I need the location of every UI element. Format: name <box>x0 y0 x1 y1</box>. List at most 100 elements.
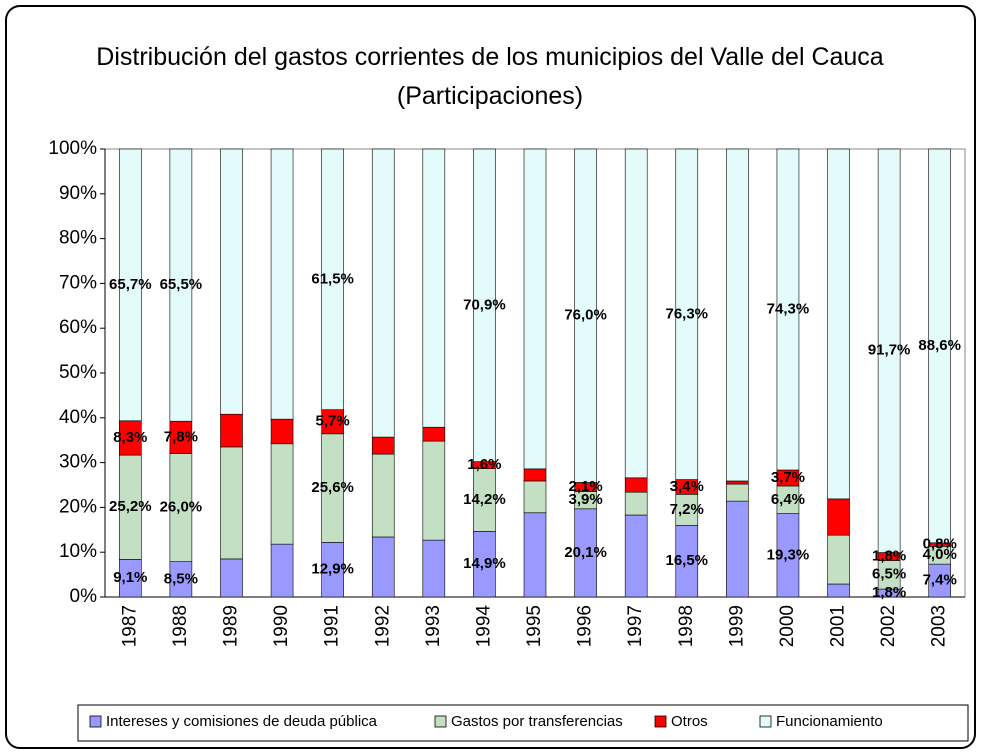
data-label: 70,9% <box>463 296 506 313</box>
chart-title: Distribución del gastos corrientes de lo… <box>96 43 884 110</box>
data-label: 20,1% <box>564 544 607 561</box>
bar-segment <box>877 148 901 553</box>
data-label: 0,8% <box>923 536 957 553</box>
data-label: 65,5% <box>160 276 203 293</box>
x-tick-label: 1997 <box>625 605 646 647</box>
data-label: 8,5% <box>164 570 198 587</box>
bar-segment <box>220 446 243 560</box>
data-label: 6,4% <box>771 491 805 508</box>
bar-segment <box>675 148 699 480</box>
x-tick-label: 2001 <box>828 605 849 647</box>
bar-segment <box>624 477 648 493</box>
bar-segment <box>624 148 648 479</box>
bar-segment <box>827 148 850 500</box>
data-label: 14,2% <box>463 491 506 508</box>
y-tick-label: 50% <box>59 362 97 383</box>
bar-segment <box>422 426 446 442</box>
x-tick-label: 1994 <box>473 605 494 648</box>
data-label: 5,7% <box>316 413 350 430</box>
bar-segment <box>270 418 294 445</box>
y-tick-label: 60% <box>59 317 97 338</box>
y-tick-label: 30% <box>59 452 97 473</box>
data-label: 8,3% <box>113 429 147 446</box>
bar-segment <box>624 514 648 598</box>
bar-segment <box>371 148 395 438</box>
bar-segment <box>726 148 749 482</box>
data-label: 6,5% <box>872 566 906 583</box>
y-tick-label: 70% <box>59 272 97 293</box>
data-label: 88,6% <box>918 337 961 354</box>
bar-segment <box>270 443 294 545</box>
data-label: 91,7% <box>868 342 911 359</box>
bar-segment <box>220 558 243 598</box>
data-label: 2,1% <box>568 478 602 495</box>
y-tick-label: 10% <box>59 541 97 562</box>
data-label: 7,8% <box>164 428 198 445</box>
bar-segment <box>776 148 800 471</box>
y-tick-label: 90% <box>59 183 97 204</box>
data-label: 61,5% <box>311 270 354 287</box>
data-label: 19,3% <box>767 546 810 563</box>
data-label: 76,0% <box>564 307 607 324</box>
x-tick-label: 1991 <box>322 605 343 647</box>
data-label: 1,6% <box>467 456 501 473</box>
data-label: 74,3% <box>767 300 810 317</box>
bar-segment <box>220 413 243 448</box>
data-label: 3,4% <box>670 478 704 495</box>
bar-segment <box>523 480 547 514</box>
x-tick-label: 2002 <box>878 605 899 647</box>
data-label: 65,7% <box>109 276 152 293</box>
bar-segment <box>371 453 395 538</box>
y-tick-label: 0% <box>70 586 98 607</box>
bar-segment <box>523 468 547 482</box>
x-tick-label: 1995 <box>524 605 545 647</box>
data-label: 3,7% <box>771 469 805 486</box>
legend-swatch <box>434 715 447 728</box>
data-label: 4,0% <box>923 546 957 563</box>
bar-segment <box>371 536 395 598</box>
data-label: 26,0% <box>160 499 203 516</box>
data-label: 7,2% <box>670 501 704 518</box>
data-label: 1,8% <box>872 547 906 564</box>
y-tick-label: 100% <box>48 138 97 159</box>
data-label: 12,9% <box>311 561 354 578</box>
bar-segment <box>523 148 547 470</box>
legend-label: Funcionamiento <box>776 713 883 730</box>
y-tick-label: 20% <box>59 496 97 517</box>
x-tick-label: 1998 <box>676 605 697 647</box>
bar-segment <box>422 148 446 428</box>
bar-segment <box>473 148 496 462</box>
bar-segment <box>726 500 749 598</box>
x-tick-label: 2000 <box>777 605 798 647</box>
data-label: 14,9% <box>463 555 506 572</box>
legend-label: Otros <box>671 713 708 730</box>
x-tick-label: 1999 <box>726 605 747 647</box>
data-label: 76,3% <box>665 305 708 322</box>
x-tick-label: 1989 <box>220 605 241 647</box>
y-tick-label: 40% <box>59 407 97 428</box>
bar-segment <box>726 483 749 502</box>
data-label: 9,1% <box>113 569 147 586</box>
bar-segment <box>827 534 850 585</box>
bar-segment <box>827 583 850 598</box>
legend-box <box>77 704 969 742</box>
bar-segment <box>169 148 193 422</box>
bar-segment <box>422 440 446 541</box>
x-tick-label: 1988 <box>170 605 191 647</box>
x-tick-label: 1990 <box>271 605 292 647</box>
legend-swatch <box>654 715 667 728</box>
data-label: 25,6% <box>311 479 354 496</box>
bar-segment <box>118 148 142 422</box>
x-tick-label: 1992 <box>372 605 393 647</box>
data-label: 1,8% <box>872 584 906 601</box>
data-label: 16,5% <box>665 552 708 569</box>
legend-label: Gastos por transferencias <box>451 713 623 730</box>
legend-swatch <box>89 715 102 728</box>
bar-segment <box>422 539 446 598</box>
x-tick-label: 1993 <box>423 605 444 647</box>
data-label: 25,2% <box>109 498 152 515</box>
legend-swatch <box>759 715 772 728</box>
x-tick-label: 1996 <box>575 605 596 647</box>
bar-segment <box>523 512 547 598</box>
